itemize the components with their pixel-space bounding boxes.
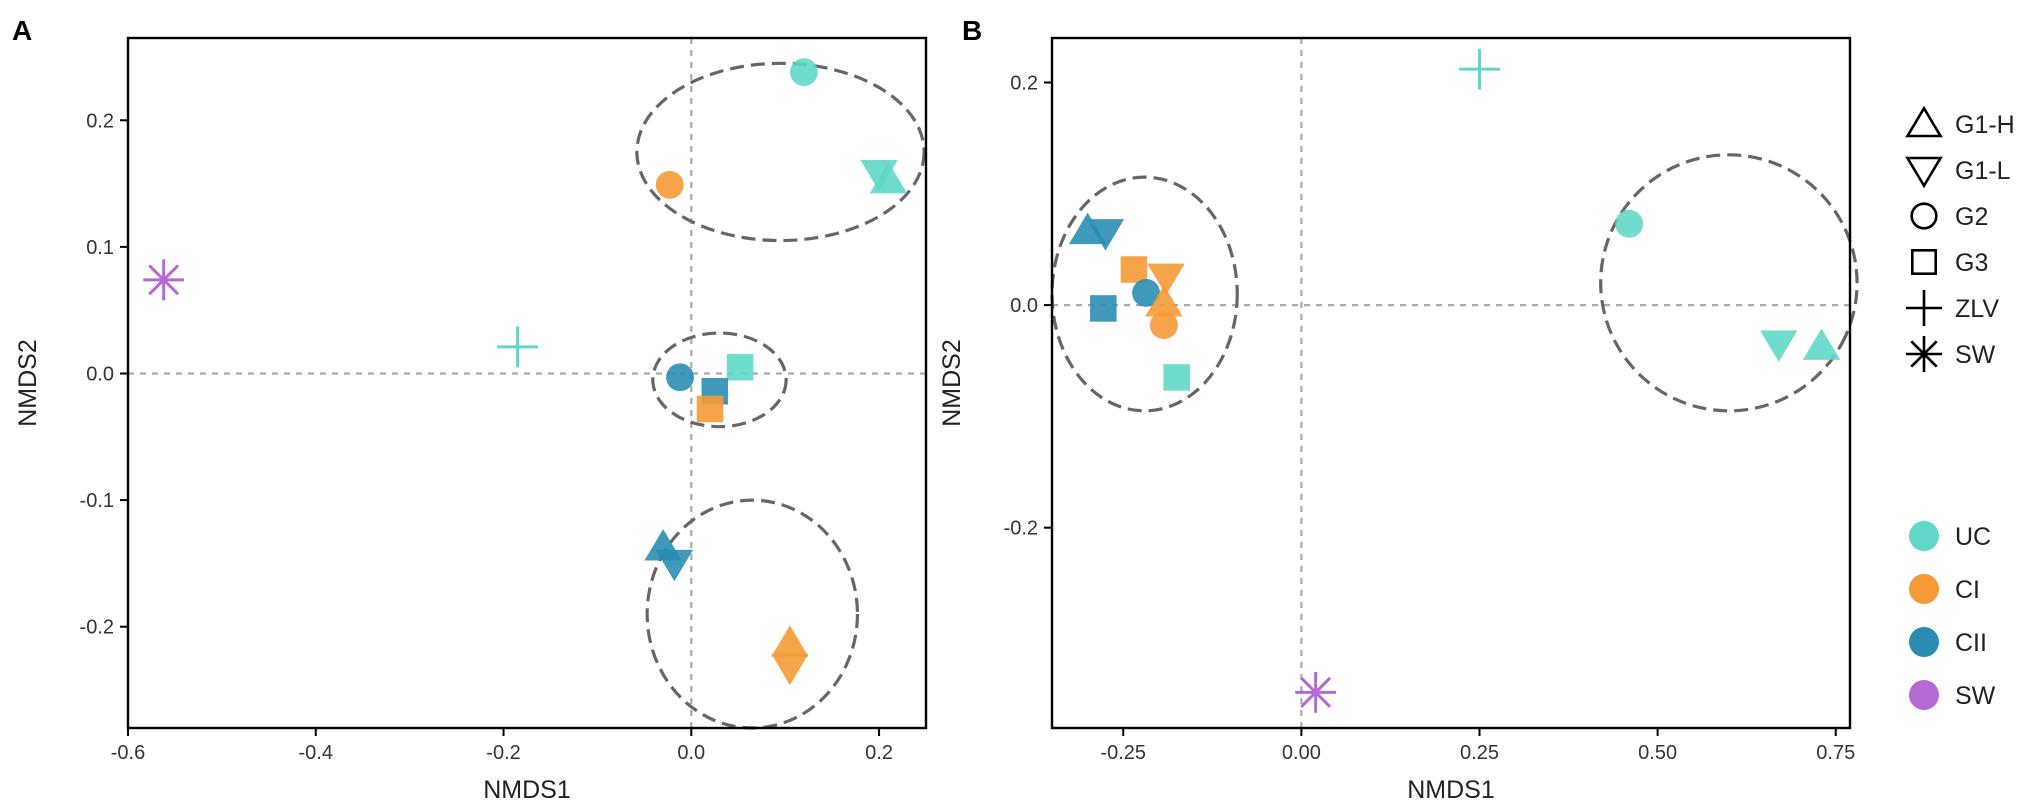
data-point-uc-square [1163,364,1190,391]
y-tick-label: -0.2 [1004,518,1038,540]
legend-label: UC [1955,523,1991,551]
color-swatch-icon [1909,680,1939,710]
data-point-cii-square [1090,295,1117,322]
data-point-ci-triangle-up [771,625,809,657]
x-tick-label: 0.50 [1638,742,1677,764]
data-point-ci-circle [655,170,684,199]
color-swatch-icon [1909,627,1939,657]
cluster-ellipse [635,61,926,243]
legend-label: CII [1955,629,1987,657]
x-axis-title: NMDS1 [1407,776,1495,804]
x-tick-label: -0.4 [299,742,333,764]
cluster-ellipse [645,498,860,730]
data-point-ci-triangle-down [771,653,809,686]
triangle-down-icon [1905,156,1943,189]
legend-item-cii: CII [1909,627,1987,657]
x-tick-label: 0.0 [677,742,705,764]
data-point-ci-circle [1149,311,1178,340]
legend-item-uc: UC [1909,521,1991,551]
legend-item-ci: CI [1909,574,1980,604]
legend-item-g1-h: G1-H [1905,105,2015,139]
legend-label: G3 [1955,249,1988,277]
x-tick-label: -0.2 [486,742,520,764]
data-point-ci-triangle-up [1145,285,1183,317]
y-tick-label: 0.0 [1010,295,1038,317]
legend-item-g1-l: G1-L [1905,156,2011,189]
legend-label: SW [1955,341,1996,369]
x-tick-label: -0.6 [111,742,145,764]
asterisk-icon [1906,336,1942,372]
cluster-ellipse [651,331,788,429]
data-point-uc-circle [790,58,818,87]
data-point-uc-triangle-up [869,161,908,194]
legend-item-sw: SW [1906,336,1996,372]
x-tick-label: 0.00 [1282,742,1321,764]
panel-a: A -0.6 -0.4 -0.2 0.0 0.2 -0.2 -0.1 0.0 0.1 0.2 NMDS… [12,15,928,804]
color-swatch-icon [1909,574,1939,604]
legend-item-g3: G3 [1911,249,1988,277]
legend-label: ZLV [1955,295,1999,323]
circle-icon [1910,202,1938,230]
square-icon [1911,249,1938,276]
x-axis-title: NMDS1 [483,776,571,804]
y-axis-title: NMDS2 [938,339,966,427]
color-legend: UC CI CII SW [1909,521,1996,710]
shape-legend: G1-H G1-L G2 G3 ZLV SW [1905,105,2015,372]
y-axis-title: NMDS2 [14,339,42,427]
legend-label: CI [1955,576,1980,604]
legend-item-g2: G2 [1910,202,1988,231]
y-tick-label: 0.0 [86,364,114,386]
data-point-uc-circle [1615,209,1644,238]
cluster-ellipse [1050,175,1239,413]
y-tick-label: -0.1 [80,490,114,512]
color-swatch-icon [1909,521,1939,551]
y-tick-label: 0.2 [1010,73,1038,95]
data-point-sw-asterisk [143,259,185,301]
legend-label: SW [1955,682,1996,710]
y-tick-label: -0.2 [80,617,114,639]
y-tick-label: 0.2 [86,110,114,132]
data-point-cii-triangle-down [1086,219,1125,251]
data-point-sw-asterisk [1295,671,1337,713]
data-point-uc-triangle-down [1760,330,1798,362]
x-tick-label: 0.75 [1816,742,1855,764]
data-point-cii-triangle-down [655,549,694,582]
triangle-up-icon [1905,105,1943,138]
legend-item-sw: SW [1909,680,1996,710]
data-point-uc-triangle-up [1802,328,1841,360]
data-point-ci-triangle-down [1147,263,1185,296]
data-point-cii-circle [666,363,694,392]
data-point-uc-plus [497,326,539,368]
x-tick-label: -0.25 [1100,742,1146,764]
x-tick-label: 0.2 [865,742,893,764]
panel-b: B -0.25 0.00 0.25 0.50 0.75 -0.2 0.0 0.2 NMDS1 NMD… [938,15,1859,804]
data-point-cii-circle [1132,278,1160,307]
legend-label: G1-L [1955,157,2011,185]
plus-icon [1906,290,1942,326]
legend-label: G1-H [1955,111,2015,139]
x-tick-label: 0.25 [1460,742,1499,764]
plot-frame [1050,36,1852,730]
panel-label: A [12,15,32,46]
legend-item-zlv: ZLV [1906,290,1999,326]
y-tick-label: 0.1 [86,237,114,259]
legend-label: G2 [1955,203,1988,231]
data-point-ci-square [696,395,724,423]
panel-label: B [962,15,982,46]
data-point-uc-square [726,353,754,381]
cluster-ellipse [1599,153,1859,413]
plot-frame [126,36,928,730]
data-point-ci-square [1120,256,1148,283]
data-point-uc-plus [1459,48,1500,90]
